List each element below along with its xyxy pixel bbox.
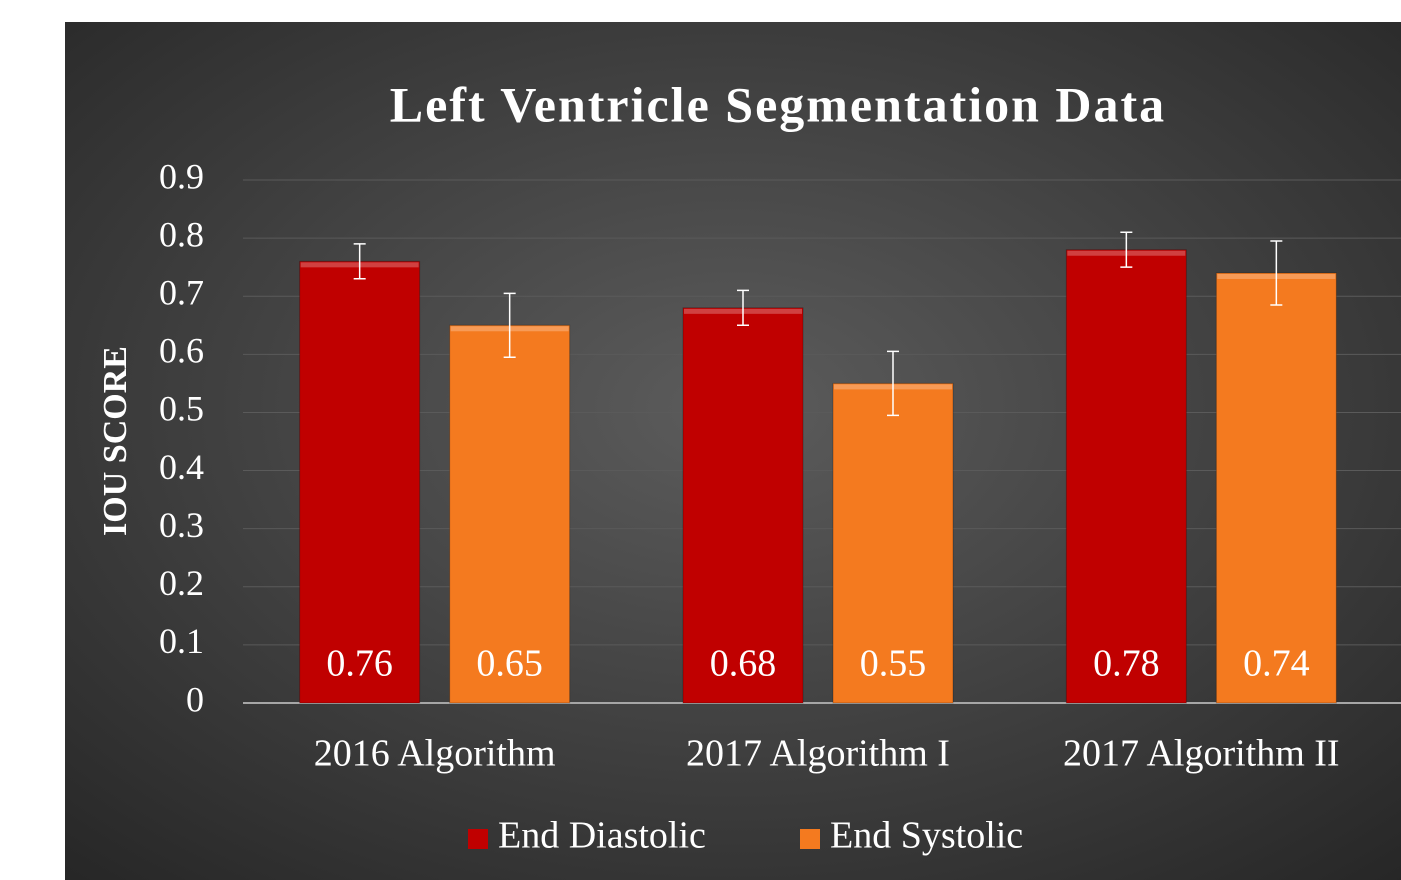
legend-label: End Diastolic (498, 815, 706, 857)
legend-swatch (800, 829, 820, 849)
y-axis-label: IOU SCORE (97, 346, 134, 536)
error-bar (503, 292, 516, 358)
error-bar (1270, 240, 1283, 306)
y-tick-label: 0.1 (159, 621, 204, 661)
data-label: 0.65 (476, 643, 543, 685)
y-tick-label: 0.9 (159, 156, 204, 196)
x-tick-label: 2016 Algorithm (314, 733, 556, 775)
bar (1065, 249, 1187, 704)
y-tick-label: 0.6 (159, 331, 204, 371)
legend-label: End Systolic (830, 815, 1023, 857)
data-label: 0.74 (1243, 643, 1310, 685)
y-tick-label: 0.3 (159, 505, 204, 545)
error-bar (1120, 231, 1133, 268)
error-bar (737, 289, 749, 327)
legend-swatch (468, 829, 488, 849)
y-tick-label: 0.2 (159, 563, 204, 603)
x-tick-label: 2017 Algorithm I (686, 733, 950, 775)
y-tick-label: 0.7 (159, 272, 204, 312)
y-tick-label: 0.5 (159, 389, 204, 429)
bar (832, 382, 954, 704)
y-tick-label: 0 (186, 679, 204, 719)
y-tick-label: 0.8 (159, 214, 204, 254)
data-label: 0.78 (1093, 643, 1160, 685)
bar (449, 324, 571, 704)
bar (682, 307, 804, 704)
data-label: 0.76 (326, 643, 393, 685)
y-tick-label: 0.4 (159, 447, 204, 487)
x-tick-label: 2017 Algorithm II (1063, 733, 1340, 775)
chart-title: Left Ventricle Segmentation Data (390, 76, 1166, 132)
error-bar (353, 243, 366, 280)
error-bar (887, 350, 899, 417)
bar (299, 260, 421, 704)
bar (1215, 272, 1337, 704)
data-label: 0.68 (710, 643, 777, 685)
data-label: 0.55 (860, 643, 927, 685)
